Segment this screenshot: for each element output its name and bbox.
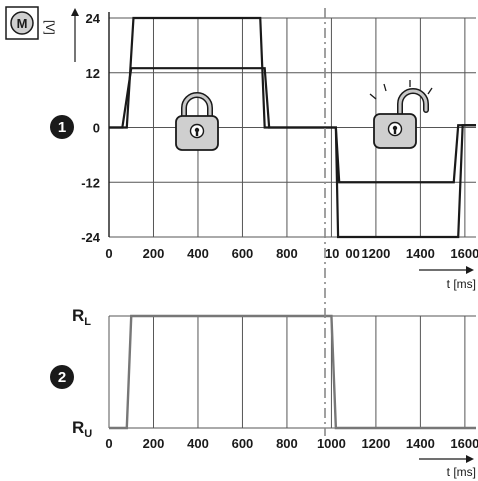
x-tick-label: 1400 [406,436,435,451]
voltage-series-1 [109,16,476,239]
x-tick-label: 400 [187,246,209,261]
relay-series-1 [109,314,476,430]
y-tick-label: -24 [81,230,101,245]
padlock-closed-icon [175,92,219,151]
relay-chart-grid [108,315,476,429]
voltage-chart-series [109,16,476,239]
padlock-open-icon [369,80,433,149]
x-tick-label: 1600 [450,246,478,261]
voltage-chart: 24 12 0 -12 -24 0 200 400 600 800 10 00 1200 1400 160… [81,11,478,261]
y-tick-label: 0 [93,121,100,136]
relay-chart-series [109,314,476,430]
voltage-unit-label: [V] [43,20,57,35]
y-tick-label: -12 [81,175,100,190]
x-tick-label: 200 [143,436,165,451]
step-badge-2: 2 [50,365,74,389]
y-tick-label: 12 [86,66,100,81]
x-tick-label: 1400 [406,246,435,261]
svg-text:2: 2 [58,369,66,386]
x-tick-label: 400 [187,436,209,451]
x-tick-label: 1000 [317,436,346,451]
x-tick-label: 1200 [361,436,390,451]
x-tick-label: 600 [232,436,254,451]
x-tick-label: 1600 [450,436,478,451]
relay-chart-x-ticks: 0 200 400 600 800 1000 1200 1400 1600 [105,436,478,451]
r-l-label: RL [72,306,91,328]
y-axis-arrowhead [71,8,79,16]
x-tick-label: 10 [325,246,339,261]
x-tick-label: 800 [276,246,298,261]
relay-chart: 0 200 400 600 800 1000 1200 1400 1600 [105,314,478,451]
voltage-series-2 [109,67,476,184]
x-tick-label: 1200 [361,246,390,261]
x-tick-label: 0 [105,246,112,261]
svg-text:t [ms]: t [ms] [447,277,476,291]
x-tick-label: 200 [143,246,165,261]
voltage-chart-x-ticks: 0 200 400 600 800 10 00 1200 1400 1600 [105,246,478,261]
x-axis-label-bottom: t [ms] [419,455,476,479]
voltage-chart-grid [108,12,476,238]
x-tick-label: 800 [276,436,298,451]
motor-icon: M [5,6,39,40]
y-tick-label: 24 [86,11,101,26]
x-axis-label-top: t [ms] [419,266,476,291]
svg-text:t [ms]: t [ms] [447,465,476,479]
voltage-chart-y-ticks: 24 12 0 -12 -24 [81,11,101,245]
svg-text:1: 1 [58,119,66,136]
x-tick-label: 0 [105,436,112,451]
r-u-label: RU [72,418,92,440]
x-tick-label: 00 [345,246,359,261]
step-badge-1: 1 [50,115,74,139]
motor-label: M [17,16,28,31]
x-tick-label: 600 [232,246,254,261]
